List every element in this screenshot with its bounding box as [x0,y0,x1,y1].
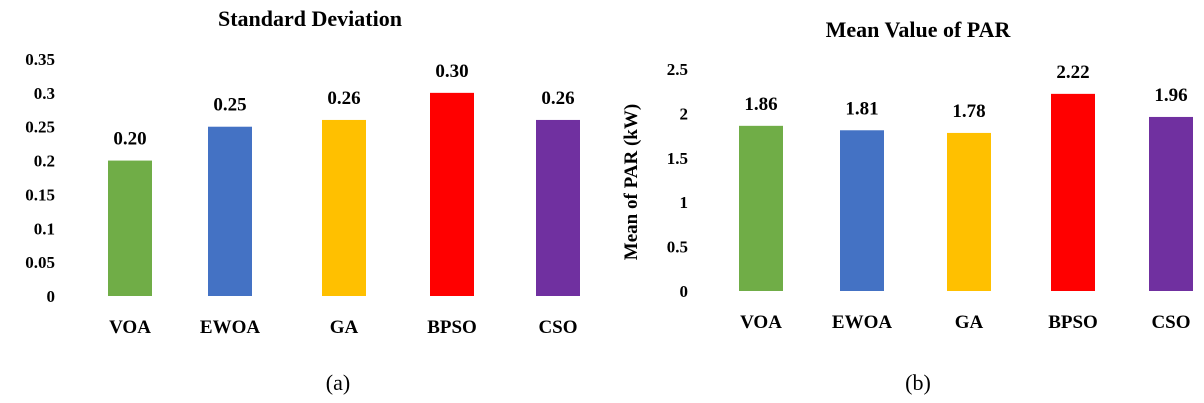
data-label: 1.78 [952,101,985,122]
y-tick-label: 0.35 [25,50,55,69]
y-tick-label: 0.2 [34,152,55,171]
y-tick-label: 1 [680,193,689,212]
chart-b-caption: (b) [905,370,931,395]
data-label: 0.26 [541,88,574,109]
y-tick-label: 0.05 [25,253,55,272]
data-label: 1.96 [1154,85,1187,106]
y-tick-label: 0.1 [34,219,55,238]
y-tick-label: 2 [680,104,689,123]
chart-b-bars [739,93,1193,292]
category-label: CSO [1151,312,1190,333]
chart-a-y-ticks: 0 0.05 0.1 0.15 0.2 0.25 0.3 0.35 [25,50,55,306]
category-label: EWOA [200,317,260,338]
category-label: VOA [109,317,151,338]
chart-standard-deviation: Standard Deviation 00.050.10.150.20.250.… [25,6,580,395]
y-tick-label: 1.5 [667,149,688,168]
category-label: CSO [538,317,577,338]
chart-a-data-labels: 0.20 0.25 0.26 0.30 0.26 [113,61,574,150]
bar-ga [322,119,366,296]
chart-a-bars [108,92,580,296]
chart-mean-par: Mean Value of PAR Mean of PAR (kW) 0 0.5 1… [621,17,1193,395]
category-label: VOA [740,312,782,333]
category-label: EWOA [832,312,892,333]
bar-bpso [1051,93,1095,291]
category-label: BPSO [427,317,477,338]
category-label: BPSO [1048,312,1098,333]
bar-bpso [430,92,474,296]
bar-ga [947,132,991,291]
y-tick-label: 0 [680,282,689,301]
chart-b-data-labels: 1.86 1.81 1.78 2.22 1.96 [744,62,1187,122]
y-tick-label: 2.5 [667,60,688,79]
bar-voa [739,125,783,291]
y-tick-label: 0 [47,287,56,306]
data-label: 0.25 [213,95,246,116]
bar-voa [108,160,152,296]
category-label: GA [330,317,359,338]
data-label: 1.86 [744,94,777,115]
bar-ewoa [208,126,252,296]
y-tick-label: 0.5 [667,238,688,257]
bar-ewoa [840,130,884,291]
chart-a-caption: (a) [326,370,350,395]
data-label: 0.20 [113,129,146,150]
chart-b-y-ticks: 0 0.5 1 1.5 2 2.5 [667,60,688,301]
data-label: 0.30 [435,61,468,82]
chart-b-y-axis-label: Mean of PAR (kW) [621,104,642,260]
data-label: 1.81 [845,98,878,119]
y-tick-label: 0.25 [25,118,55,137]
category-label: GA [955,312,984,333]
chart-a-categories: VOA EWOA GA BPSO CSO [109,317,577,338]
chart-b-categories: VOA EWOA GA BPSO CSO [740,312,1190,333]
chart-a-title: Standard Deviation [218,6,402,31]
chart-b-title: Mean Value of PAR [826,17,1012,42]
bar-cso [536,119,580,296]
data-label: 0.26 [327,88,360,109]
y-tick-label: 0.15 [25,185,55,204]
data-label: 2.22 [1056,62,1089,83]
y-tick-label: 0.3 [34,84,55,103]
bar-cso [1149,116,1193,292]
